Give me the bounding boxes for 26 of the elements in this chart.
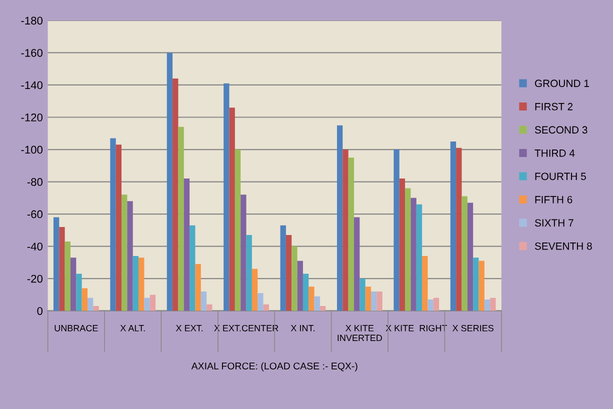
legend-label: GROUND 1 <box>534 80 589 88</box>
y-tick-label: 0 <box>37 307 43 315</box>
y-tick-label: -120 <box>21 114 43 122</box>
x-tick-label: X EXT. <box>176 325 203 332</box>
y-tick-label: -20 <box>27 274 43 283</box>
x-tick-label: X INT. <box>290 325 314 332</box>
y-tick-label: -80 <box>27 178 43 186</box>
x-tick-label: X SERIES <box>452 324 494 332</box>
y-tick-label: -160 <box>21 48 43 57</box>
legend-label: FIRST 2 <box>535 102 573 110</box>
legend-label: SECOND 3 <box>534 126 588 134</box>
x-tick-label: X KITE RIGHT <box>386 324 448 332</box>
x-tick-label: X KITE INVERTED <box>338 325 382 341</box>
x-tick-label: X ALT. <box>120 325 145 332</box>
legend-label: FIFTH 6 <box>535 196 572 204</box>
x-tick-label: UNBRACE <box>54 324 98 332</box>
y-tick-label: -100 <box>21 146 43 154</box>
x-axis-title: AXIAL FORCE: (LOAD CASE :- EQX-) <box>191 362 358 372</box>
legend-label: SIXTH 7 <box>534 219 574 227</box>
y-tick-label: -60 <box>27 210 43 218</box>
legend-label: SEVENTH 8 <box>534 242 592 250</box>
y-tick-label: -40 <box>27 242 43 250</box>
y-tick-label: -180 <box>21 16 43 25</box>
y-tick-label: -140 <box>21 81 43 90</box>
legend-label: FOURTH 5 <box>535 172 586 180</box>
legend-label: THIRD 4 <box>534 150 575 157</box>
